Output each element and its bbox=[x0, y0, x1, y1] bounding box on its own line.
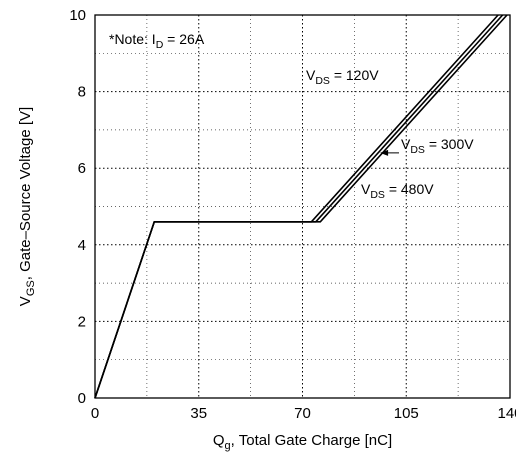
x-tick-label: 35 bbox=[190, 405, 207, 422]
series-label-vds-300: VDS = 300V bbox=[401, 136, 474, 156]
series-line-2 bbox=[94, 14, 508, 399]
series-label-arrow bbox=[380, 149, 399, 156]
x-tick-label: 70 bbox=[294, 405, 311, 422]
x-tick-label: 140 bbox=[497, 405, 516, 422]
y-tick-label: 0 bbox=[78, 390, 86, 407]
y-tick-label: 8 bbox=[78, 84, 86, 101]
series-line-1 bbox=[94, 14, 504, 399]
y-tick-label: 4 bbox=[78, 237, 86, 254]
series-labels: VDS = 120V VDS = 300V VDS = 480V bbox=[306, 67, 474, 201]
y-tick-label: 6 bbox=[78, 160, 86, 177]
series-label-vds-480: VDS = 480V bbox=[361, 181, 434, 201]
series-label-vds-120: VDS = 120V bbox=[306, 67, 379, 87]
y-axis-label: VGS, Gate–Source Voltage [V] bbox=[17, 107, 37, 306]
series-layer bbox=[94, 14, 508, 399]
note-annotation: *Note: ID = 26A bbox=[109, 31, 205, 51]
y-tick-label: 2 bbox=[78, 313, 86, 330]
x-tick-label: 0 bbox=[91, 405, 99, 422]
x-axis-label: Qg, Total Gate Charge [nC] bbox=[213, 432, 392, 452]
x-tick-label: 105 bbox=[394, 405, 419, 422]
grid-lines bbox=[95, 15, 510, 398]
plot-frame bbox=[94, 14, 511, 399]
y-tick-label: 10 bbox=[69, 7, 86, 24]
tick-labels: 0 35 70 105 140 0 2 4 6 8 10 bbox=[69, 7, 516, 422]
